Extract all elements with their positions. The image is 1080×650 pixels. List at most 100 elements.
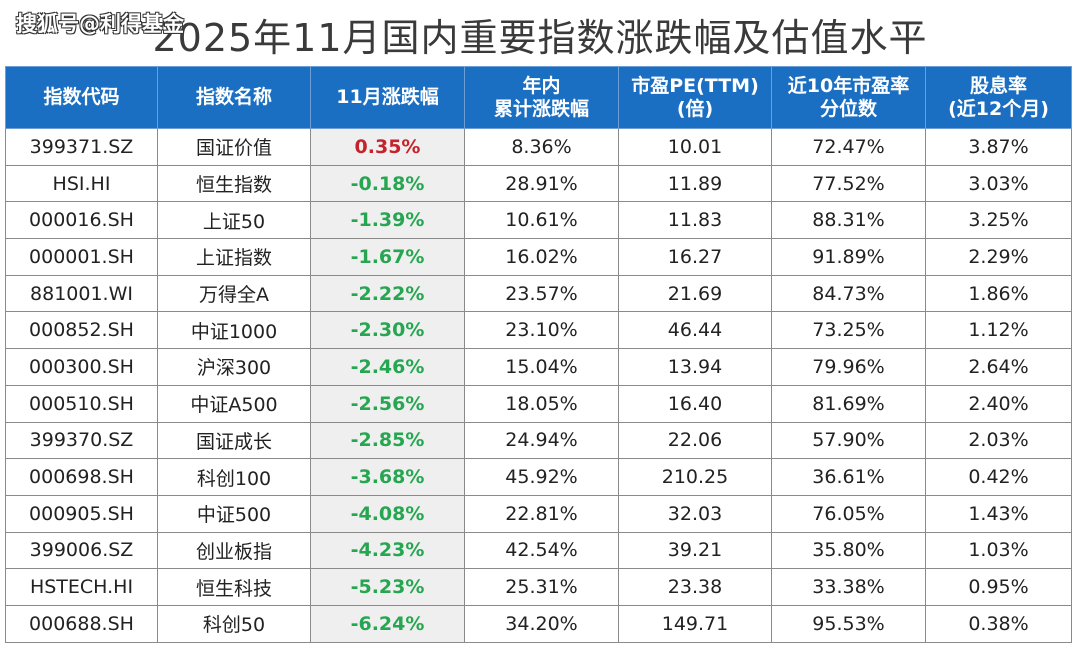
cell-pe-ttm: 210.25 bbox=[618, 458, 772, 496]
cell-index-code: 000852.SH bbox=[5, 311, 158, 350]
cell-dividend-yield: 2.64% bbox=[925, 348, 1072, 386]
cell-ytd-change: 24.94% bbox=[464, 421, 619, 460]
table-row: 000852.SH 中证1000 -2.30% 23.10% 46.44 73.25% 1.… bbox=[5, 311, 1072, 350]
cell-index-code: 399370.SZ bbox=[5, 421, 158, 460]
header-pe-percentile: 近10年市盈率 分位数 bbox=[771, 66, 926, 129]
cell-index-code: 399006.SZ bbox=[5, 531, 158, 570]
header-dividend-yield: 股息率 (近12个月) bbox=[925, 66, 1072, 129]
table-row: 399006.SZ 创业板指 -4.23% 42.54% 39.21 35.80% 1.03… bbox=[5, 531, 1072, 570]
cell-ytd-change: 34.20% bbox=[464, 604, 619, 643]
cell-index-code: 000300.SH bbox=[5, 348, 158, 386]
cell-pe-percentile: 36.61% bbox=[771, 458, 926, 496]
table-row: 000905.SH 中证500 -4.08% 22.81% 32.03 76.05% 1.4… bbox=[5, 494, 1072, 533]
cell-index-name: 中证1000 bbox=[157, 311, 311, 350]
cell-index-name: 中证500 bbox=[157, 494, 311, 533]
cell-pe-percentile: 91.89% bbox=[771, 238, 926, 276]
cell-index-name: 万得全A bbox=[157, 274, 311, 313]
table-row: 000698.SH 科创100 -3.68% 45.92% 210.25 36.61% 0.… bbox=[5, 458, 1072, 496]
cell-pe-percentile: 81.69% bbox=[771, 384, 926, 423]
header-pe-ttm: 市盈PE(TTM) (倍) bbox=[618, 66, 772, 129]
cell-index-name: 沪深300 bbox=[157, 348, 311, 386]
cell-index-code: HSI.HI bbox=[5, 164, 158, 203]
cell-nov-change: -2.46% bbox=[310, 348, 465, 386]
cell-index-name: 创业板指 bbox=[157, 531, 311, 570]
cell-index-name: 恒生科技 bbox=[157, 568, 311, 606]
page-title: 2025年11月国内重要指数涨跌幅及估值水平 bbox=[152, 16, 928, 60]
cell-nov-change: -2.30% bbox=[310, 311, 465, 350]
cell-ytd-change: 23.57% bbox=[464, 274, 619, 313]
cell-nov-change: -2.22% bbox=[310, 274, 465, 313]
cell-dividend-yield: 3.87% bbox=[925, 128, 1072, 166]
table-row: 000016.SH 上证50 -1.39% 10.61% 11.83 88.31% 3.25… bbox=[5, 201, 1072, 240]
cell-pe-ttm: 13.94 bbox=[618, 348, 772, 386]
cell-index-name: 上证50 bbox=[157, 201, 311, 240]
cell-dividend-yield: 0.95% bbox=[925, 568, 1072, 606]
cell-ytd-change: 23.10% bbox=[464, 311, 619, 350]
cell-index-code: 881001.WI bbox=[5, 274, 158, 313]
table-row: 000510.SH 中证A500 -2.56% 18.05% 16.40 81.69% 2.… bbox=[5, 384, 1072, 423]
cell-nov-change: -0.18% bbox=[310, 164, 465, 203]
cell-index-code: 000698.SH bbox=[5, 458, 158, 496]
cell-index-code: 000905.SH bbox=[5, 494, 158, 533]
cell-pe-ttm: 16.27 bbox=[618, 238, 772, 276]
cell-pe-ttm: 149.71 bbox=[618, 604, 772, 643]
cell-index-code: 000688.SH bbox=[5, 604, 158, 643]
table-row: HSTECH.HI 恒生科技 -5.23% 25.31% 23.38 33.38% 0.95… bbox=[5, 568, 1072, 606]
cell-dividend-yield: 1.12% bbox=[925, 311, 1072, 350]
cell-nov-change: -5.23% bbox=[310, 568, 465, 606]
cell-dividend-yield: 2.29% bbox=[925, 238, 1072, 276]
cell-nov-change: -6.24% bbox=[310, 604, 465, 643]
header-index-name: 指数名称 bbox=[157, 66, 311, 129]
cell-index-code: 000001.SH bbox=[5, 238, 158, 276]
cell-ytd-change: 45.92% bbox=[464, 458, 619, 496]
cell-index-name: 中证A500 bbox=[157, 384, 311, 423]
header-label: 近10年市盈率 bbox=[787, 74, 910, 97]
header-label: (倍) bbox=[676, 97, 714, 120]
cell-ytd-change: 42.54% bbox=[464, 531, 619, 570]
header-label: 年内 bbox=[522, 74, 561, 97]
cell-pe-percentile: 33.38% bbox=[771, 568, 926, 606]
cell-dividend-yield: 1.43% bbox=[925, 494, 1072, 533]
cell-pe-percentile: 72.47% bbox=[771, 128, 926, 166]
cell-dividend-yield: 3.25% bbox=[925, 201, 1072, 240]
cell-pe-percentile: 88.31% bbox=[771, 201, 926, 240]
cell-nov-change: -1.39% bbox=[310, 201, 465, 240]
cell-index-code: 399371.SZ bbox=[5, 128, 158, 166]
cell-dividend-yield: 1.86% bbox=[925, 274, 1072, 313]
cell-nov-change: 0.35% bbox=[310, 128, 465, 166]
cell-nov-change: -4.08% bbox=[310, 494, 465, 533]
watermark: 搜狐号@利得基金 bbox=[16, 12, 184, 36]
cell-ytd-change: 22.81% bbox=[464, 494, 619, 533]
cell-ytd-change: 15.04% bbox=[464, 348, 619, 386]
cell-pe-ttm: 21.69 bbox=[618, 274, 772, 313]
cell-index-code: HSTECH.HI bbox=[5, 568, 158, 606]
cell-pe-ttm: 22.06 bbox=[618, 421, 772, 460]
header-nov-change: 11月涨跌幅 bbox=[310, 66, 465, 129]
cell-dividend-yield: 2.40% bbox=[925, 384, 1072, 423]
cell-ytd-change: 18.05% bbox=[464, 384, 619, 423]
index-table: 指数代码 指数名称 11月涨跌幅 年内 累计涨跌幅 市盈PE(TTM) (倍) 近10年市盈率… bbox=[5, 66, 1072, 643]
cell-index-name: 国证价值 bbox=[157, 128, 311, 166]
table-row: HSI.HI 恒生指数 -0.18% 28.91% 11.89 77.52% 3.03% bbox=[5, 164, 1072, 203]
cell-dividend-yield: 0.42% bbox=[925, 458, 1072, 496]
cell-pe-percentile: 95.53% bbox=[771, 604, 926, 643]
cell-index-code: 000510.SH bbox=[5, 384, 158, 423]
cell-pe-ttm: 16.40 bbox=[618, 384, 772, 423]
cell-index-name: 上证指数 bbox=[157, 238, 311, 276]
cell-pe-ttm: 23.38 bbox=[618, 568, 772, 606]
cell-pe-ttm: 11.89 bbox=[618, 164, 772, 203]
cell-index-name: 科创50 bbox=[157, 604, 311, 643]
cell-ytd-change: 10.61% bbox=[464, 201, 619, 240]
table-row: 000001.SH 上证指数 -1.67% 16.02% 16.27 91.89% 2.29… bbox=[5, 238, 1072, 276]
header-label: 指数名称 bbox=[195, 86, 272, 108]
cell-nov-change: -2.85% bbox=[310, 421, 465, 460]
cell-ytd-change: 8.36% bbox=[464, 128, 619, 166]
header-label: 指数代码 bbox=[43, 86, 120, 108]
cell-nov-change: -2.56% bbox=[310, 384, 465, 423]
cell-dividend-yield: 3.03% bbox=[925, 164, 1072, 203]
cell-pe-percentile: 35.80% bbox=[771, 531, 926, 570]
cell-index-code: 000016.SH bbox=[5, 201, 158, 240]
cell-pe-percentile: 84.73% bbox=[771, 274, 926, 313]
cell-pe-ttm: 46.44 bbox=[618, 311, 772, 350]
header-label: 11月涨跌幅 bbox=[336, 86, 439, 108]
